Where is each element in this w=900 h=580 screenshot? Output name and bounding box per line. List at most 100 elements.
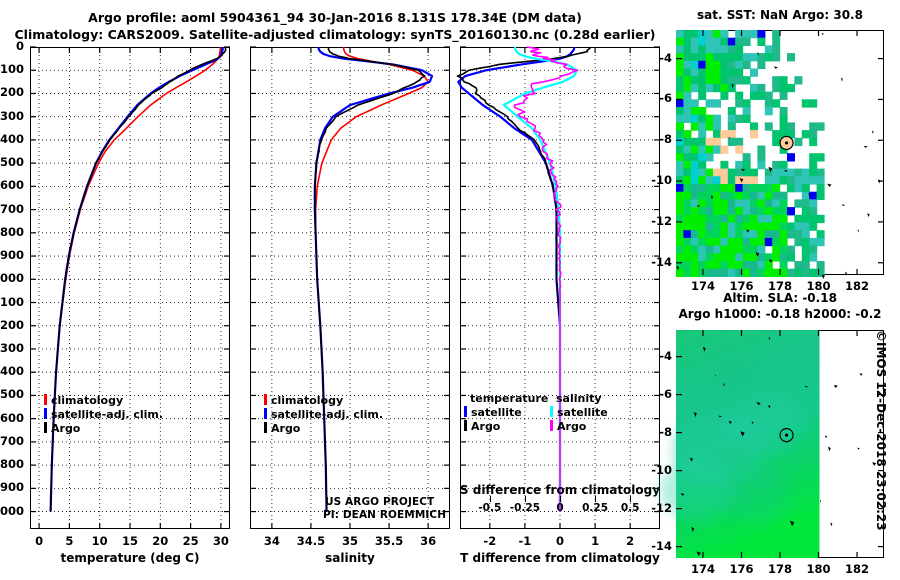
map-xtick-sla-0: 174: [690, 562, 715, 576]
legend-swatch: [264, 394, 267, 405]
depth-tick-14: 1400: [0, 364, 24, 379]
depth-tick-19: 1900: [0, 480, 24, 495]
legend-swatch: [464, 420, 467, 431]
map-ytick-sst-0: -4: [659, 50, 672, 65]
credit-project: US ARGO PROJECT: [325, 496, 435, 508]
stick-mark-1: [524, 496, 527, 502]
map-ytick-sst-3: -10: [651, 173, 672, 188]
float-position-marker: [779, 427, 794, 443]
depth-tick-3: 300: [0, 108, 24, 123]
depth-tick-0: 0: [15, 39, 24, 53]
xtick-temperature-2: 10: [91, 534, 108, 548]
legend-swatch: [550, 420, 553, 431]
xtick-temperature-3: 15: [121, 534, 138, 548]
page-title-line2: Climatology: CARS2009. Satellite-adjuste…: [14, 27, 656, 42]
map-xtick-sst-4: 182: [845, 279, 870, 293]
map-ytick-sla-5: -14: [651, 538, 672, 553]
map-subtitle-sla: Argo h1000: -0.18 h2000: -0.2: [678, 307, 882, 321]
legend-group-title-0: temperature: [470, 392, 549, 405]
legend-label: climatology: [51, 394, 124, 407]
depth-tick-2: 200: [0, 85, 24, 100]
xaxis-label-top-difference: S difference from climatology: [459, 483, 661, 497]
map-xtick-sla-1: 176: [729, 562, 754, 576]
map-ytick-sla-0: -4: [659, 348, 672, 363]
stick-1: -0.25: [509, 502, 541, 514]
legend-swatch: [44, 408, 47, 419]
legend-item-diff-0-1: Argo: [464, 420, 500, 433]
depth-tick-20: 2000: [0, 503, 24, 518]
depth-tick-12: 1200: [0, 317, 24, 332]
curve-argo: [313, 46, 426, 512]
map-canvas-sla: [659, 330, 887, 558]
legend-item-diff-1-0: satellite: [550, 406, 608, 419]
stick-mark-4: [630, 496, 632, 502]
legend-label: satellite-adj. clim.: [51, 408, 164, 421]
map-title-sst: sat. SST: NaN Argo: 30.8: [697, 8, 863, 22]
depth-tick-9: 900: [0, 248, 24, 263]
legend-swatch: [550, 406, 553, 417]
depth-tick-5: 500: [0, 155, 24, 170]
map-ytick-sla-2: -8: [659, 424, 672, 439]
stick-mark-2: [560, 496, 562, 502]
xtick-difference-4: 2: [626, 534, 635, 548]
map-ytick-sst-5: -14: [651, 254, 672, 269]
map-xtick-sla-2: 178: [767, 562, 792, 576]
xtick-temperature-4: 20: [152, 534, 169, 548]
depth-tick-10: 1000: [0, 271, 24, 286]
copyright-text: ©IMOS 12-Dec-2018 23:02:23: [874, 330, 888, 531]
stick-0: -0.5: [478, 502, 502, 514]
stick-mark-3: [595, 496, 597, 502]
legend-swatch: [264, 408, 267, 419]
stick-mark-0: [489, 496, 491, 502]
stick-3: 0.25: [582, 502, 609, 514]
xtick-salinity-0: 34: [263, 534, 280, 548]
xtick-difference-0: -2: [483, 534, 497, 548]
curve-satellite-adj-clim-: [49, 47, 224, 512]
depth-tick-6: 600: [0, 178, 24, 193]
depth-tick-16: 1600: [0, 410, 24, 425]
stick-4: 0.5: [620, 502, 640, 514]
depth-tick-18: 1800: [0, 457, 24, 472]
legend-swatch: [44, 394, 47, 405]
legend-swatch: [464, 406, 467, 417]
map-ytick-sst-2: -8: [659, 132, 672, 147]
xtick-salinity-3: 35.5: [374, 534, 404, 548]
map-title-sla: Altim. SLA: -0.18: [723, 291, 837, 305]
legend-item-salinity-0: climatology: [264, 394, 343, 407]
xtick-difference-2: 0: [555, 534, 564, 548]
depth-tick-4: 400: [0, 131, 24, 146]
plot-canvas-difference: [456, 46, 660, 529]
xtick-difference-3: 1: [591, 534, 600, 548]
xtick-temperature-1: 5: [65, 534, 74, 548]
float-position-marker: [779, 135, 794, 151]
xtick-salinity-1: 34.5: [296, 534, 326, 548]
map-xtick-sla-4: 182: [845, 562, 870, 576]
legend-swatch: [44, 422, 47, 433]
depth-tick-13: 1300: [0, 340, 24, 355]
legend-item-temperature-2: Argo: [44, 422, 80, 435]
depth-tick-7: 700: [0, 201, 24, 216]
page-title-line1: Argo profile: aoml 5904361_94 30-Jan-201…: [88, 10, 582, 25]
credit-pi: PI: DEAN ROEMMICH: [323, 509, 447, 521]
legend-label: satellite-adj. clim.: [271, 408, 384, 421]
map-ytick-sst-4: -12: [651, 213, 672, 228]
legend-item-diff-1-1: Argo: [550, 420, 586, 433]
legend-label: Argo: [471, 420, 501, 433]
legend-label: satellite: [471, 406, 522, 419]
legend-label: climatology: [271, 394, 344, 407]
map-ytick-sla-3: -10: [651, 462, 672, 477]
depth-tick-1: 100: [0, 62, 24, 77]
xaxis-label-temperature: temperature (deg C): [60, 551, 200, 565]
map-xtick-sst-3: 180: [806, 279, 831, 293]
plot-canvas-temperature: [30, 46, 230, 529]
xtick-difference-1: -1: [518, 534, 532, 548]
legend-label: Argo: [51, 422, 81, 435]
xtick-salinity-2: 35: [341, 534, 358, 548]
depth-tick-8: 800: [0, 224, 24, 239]
map-xtick-sst-2: 178: [767, 279, 792, 293]
plot-canvas-salinity: [250, 46, 450, 529]
xaxis-label-salinity: salinity: [325, 551, 375, 565]
legend-label: Argo: [271, 422, 301, 435]
legend-item-salinity-2: Argo: [264, 422, 300, 435]
legend-item-salinity-1: satellite-adj. clim.: [264, 408, 383, 421]
